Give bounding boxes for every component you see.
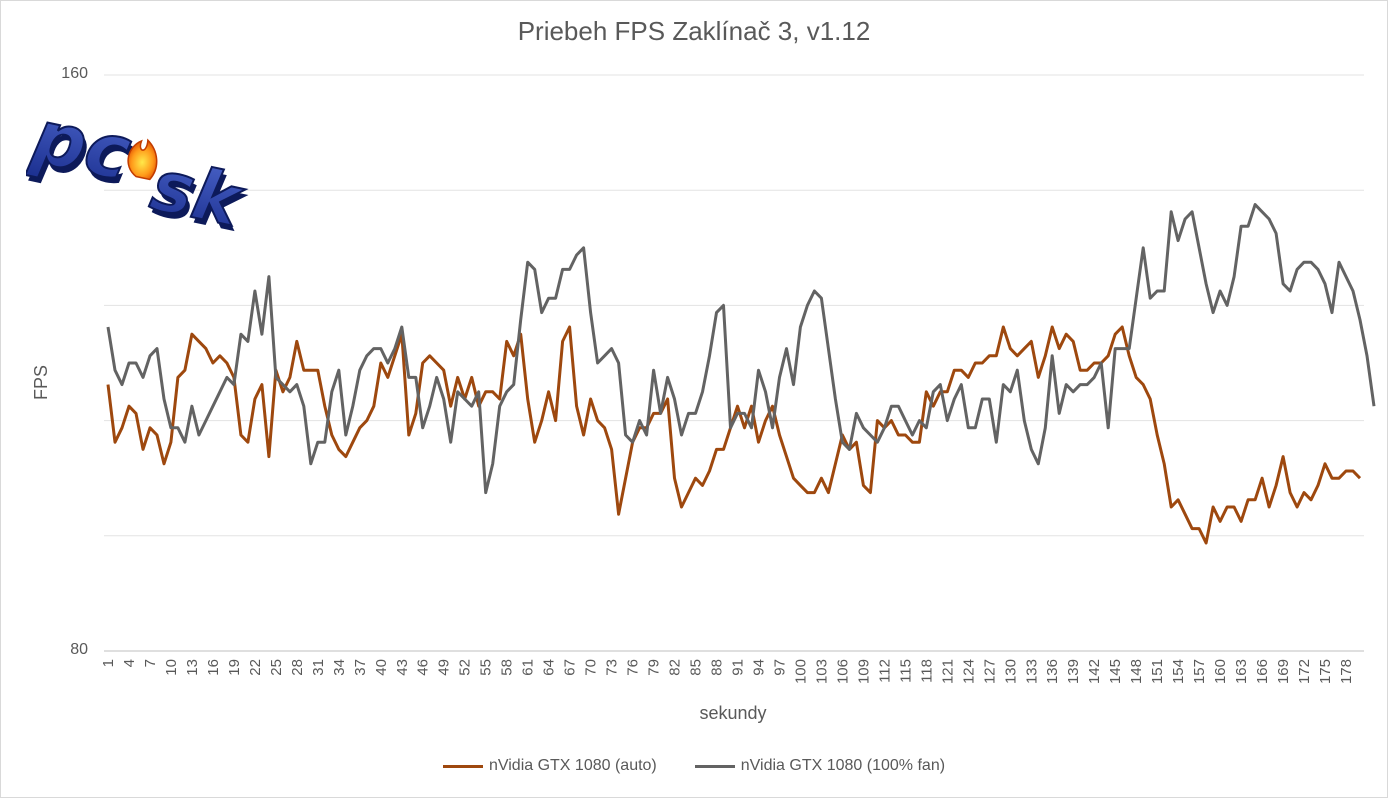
x-tick-label: 64: [541, 659, 558, 676]
x-tick-label: 127: [981, 659, 998, 684]
legend-swatch-fan: [694, 764, 735, 768]
x-tick-label: 178: [1338, 659, 1355, 684]
x-tick-label: 130: [1002, 659, 1019, 684]
x-tick-label: 145: [1107, 659, 1124, 684]
x-tick-label: 148: [1128, 659, 1145, 684]
x-tick-label: 97: [771, 659, 788, 676]
x-tick-label: 79: [646, 659, 663, 676]
x-tick-label: 22: [247, 659, 264, 676]
x-tick-label: 136: [1044, 659, 1061, 684]
x-tick-label: 67: [562, 659, 579, 676]
chart-legend: nVidia GTX 1080 (auto) nVidia GTX 1080 (…: [0, 757, 1388, 775]
x-tick-label: 37: [352, 659, 369, 676]
pcsk-logo: pc pc sk sk: [26, 98, 255, 238]
x-tick-label: 10: [163, 659, 180, 676]
x-tick-label: 115: [897, 659, 914, 683]
x-tick-label: 85: [688, 659, 705, 676]
legend-swatch-auto: [442, 764, 483, 768]
x-tick-label: 94: [750, 659, 767, 676]
x-tick-label: 1: [100, 659, 117, 667]
chart-title: Priebeh FPS Zaklínač 3, v1.12: [517, 16, 871, 46]
x-tick-label: 4: [121, 659, 138, 667]
x-tick-label: 160: [1212, 659, 1229, 684]
x-tick-label: 25: [268, 659, 285, 676]
x-tick-label: 34: [331, 659, 348, 676]
x-tick-label: 151: [1149, 659, 1166, 684]
x-tick-label: 100: [792, 659, 809, 684]
x-tick-label: 49: [436, 659, 453, 676]
svg-text:pc: pc: [27, 99, 141, 203]
x-tick-label: 16: [205, 659, 222, 676]
x-tick-label: 46: [415, 659, 432, 676]
legend-item-auto: nVidia GTX 1080 (auto): [442, 757, 657, 775]
x-tick-label: 73: [604, 659, 621, 676]
x-tick-label: 154: [1170, 659, 1187, 684]
legend-item-fan: nVidia GTX 1080 (100% fan): [694, 757, 946, 775]
x-tick-label: 52: [457, 659, 474, 676]
x-tick-label: 166: [1254, 659, 1271, 684]
x-tick-label: 157: [1191, 659, 1208, 684]
x-tick-label: 175: [1317, 659, 1334, 684]
x-tick-label: 88: [709, 659, 726, 676]
x-axis-label: sekundy: [699, 703, 767, 723]
y-tick-label-top: 160: [61, 65, 88, 82]
series-line-fan: [106, 203, 1376, 495]
x-tick-label: 55: [478, 659, 495, 676]
x-tick-label: 58: [499, 659, 516, 676]
x-tick-label: 124: [960, 659, 977, 684]
x-tick-label: 76: [625, 659, 642, 676]
x-tick-label: 13: [184, 659, 201, 676]
svg-text:sk: sk: [147, 150, 255, 238]
x-tick-label: 169: [1275, 659, 1292, 684]
x-tick-label: 112: [876, 659, 893, 683]
x-tick-label: 133: [1023, 659, 1040, 684]
x-tick-label: 91: [729, 659, 746, 676]
x-tick-label: 31: [310, 659, 327, 676]
y-tick-label-bottom: 80: [70, 641, 88, 658]
x-tick-label: 106: [834, 659, 851, 684]
x-tick-label: 70: [583, 659, 600, 676]
x-tick-label: 7: [142, 659, 159, 667]
svg-text:sk: sk: [144, 144, 252, 238]
series-line-auto: [106, 325, 1362, 545]
x-tick-label: 172: [1296, 659, 1313, 684]
x-tick-label: 163: [1233, 659, 1250, 684]
x-tick-label: 118: [918, 659, 935, 683]
x-tick-label: 19: [226, 659, 243, 676]
legend-label-fan: nVidia GTX 1080 (100% fan): [740, 757, 946, 774]
x-tick-label: 82: [667, 659, 684, 676]
x-tick-label: 139: [1065, 659, 1082, 684]
x-tick-label: 28: [289, 659, 306, 676]
x-tick-label: 109: [855, 659, 872, 684]
x-tick-label: 61: [520, 659, 537, 676]
x-tick-label: 142: [1086, 659, 1103, 684]
x-tick-label: 40: [373, 659, 390, 676]
x-tick-label: 103: [813, 659, 830, 684]
x-tick-label: 43: [394, 659, 411, 676]
legend-label-auto: nVidia GTX 1080 (auto): [488, 757, 657, 774]
x-tick-label: 121: [939, 659, 956, 684]
